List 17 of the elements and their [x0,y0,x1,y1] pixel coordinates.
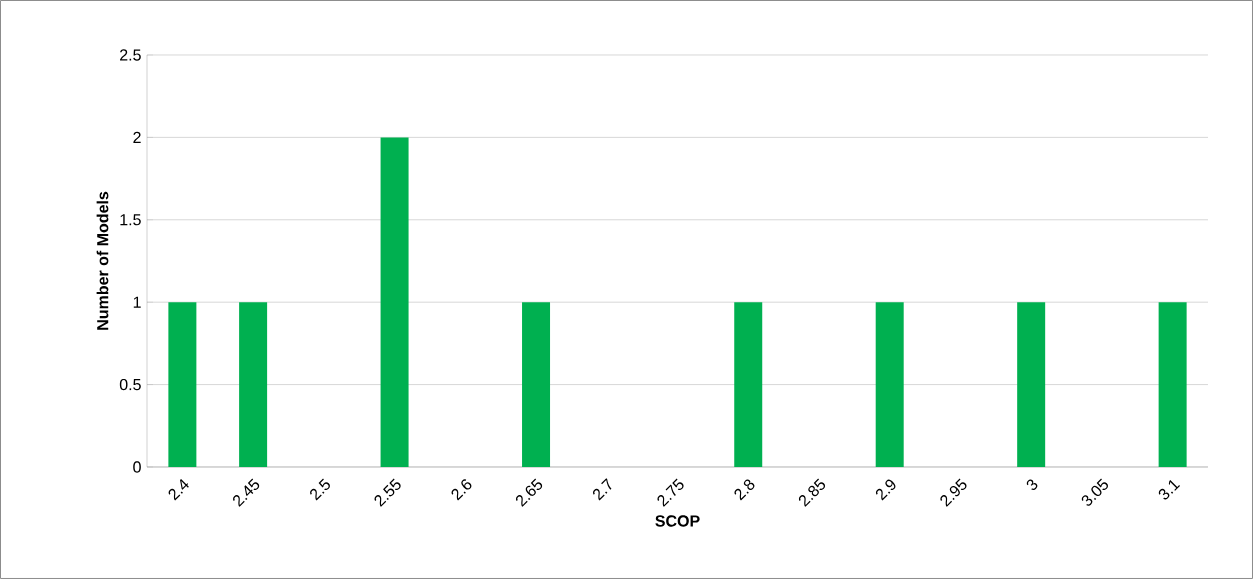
x-tick-label: 2.7 [592,478,612,501]
x-tick-label: 3.05 [1081,478,1109,506]
x-tick-label: 2.4 [168,479,189,501]
x-axis-title: SCOP [655,515,700,527]
y-axis-title: Number of Models [96,191,109,330]
y-tick-label: 0 [133,461,141,473]
x-tick-label: 2.9 [875,479,896,501]
y-tick-label: 1.5 [120,214,141,226]
x-tick-label: 3.1 [1158,480,1180,500]
y-tick-label: 0.5 [119,378,141,391]
y-tick-label: 2 [133,131,141,143]
x-tick-label: 2.8 [734,479,755,501]
y-tick-label: 1 [133,296,141,308]
x-tick-label: 3 [1026,479,1038,491]
x-tick-label: 2.6 [451,479,472,501]
x-tick-label: 2.5 [310,478,330,501]
y-tick-label: 2.5 [120,49,141,61]
